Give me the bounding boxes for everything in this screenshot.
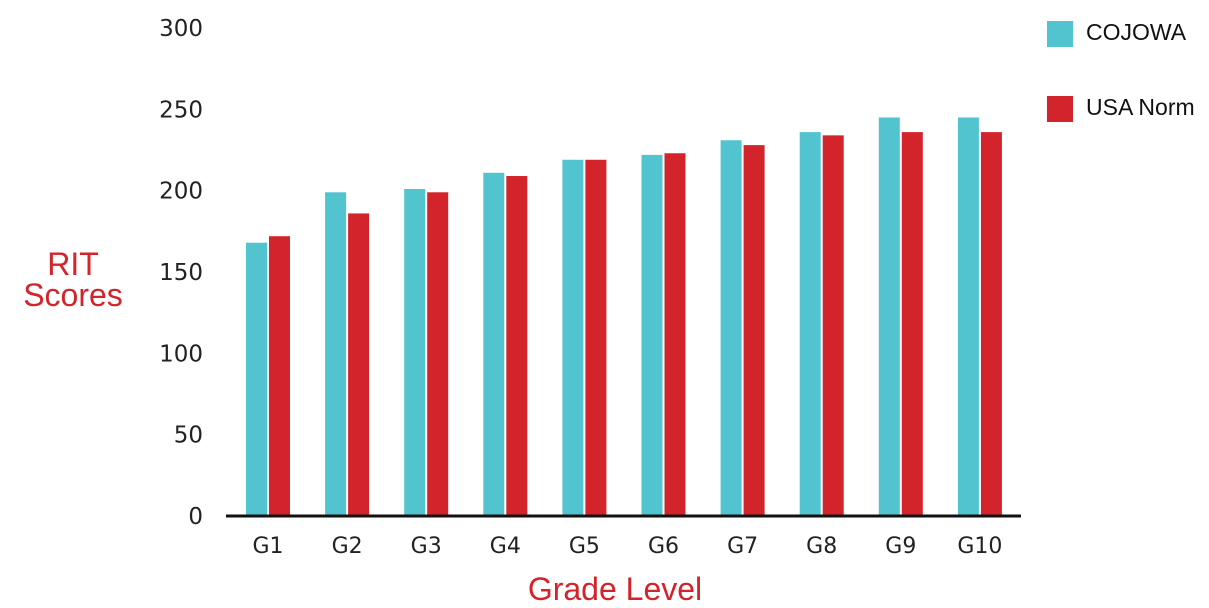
y-tick-label: 100	[159, 341, 203, 367]
x-tick-label: G3	[411, 534, 442, 559]
bar-usa-norm-g2	[348, 213, 370, 516]
y-tick-label: 300	[159, 16, 203, 42]
bar-cojowa-g3	[404, 189, 426, 517]
bar-cojowa-g7	[720, 140, 742, 517]
x-tick-label: G4	[490, 534, 521, 559]
y-axis-title-line-2: Scores	[23, 277, 123, 313]
bar-cojowa-g1	[246, 242, 267, 516]
x-tick-label: G5	[569, 534, 600, 559]
x-axis-title: Grade Level	[528, 571, 702, 607]
legend-swatch-usa-norm	[1047, 96, 1073, 122]
legend: COJOWA USA Norm	[1047, 19, 1195, 122]
y-tick-label: 150	[159, 260, 203, 286]
bar-usa-norm-g3	[427, 192, 449, 516]
y-axis-title-line-1: RIT	[47, 246, 99, 282]
legend-label-cojowa: COJOWA	[1086, 19, 1187, 45]
bar-usa-norm-g7	[743, 145, 765, 516]
x-tick-label: G9	[885, 534, 916, 559]
y-tick-label: 50	[174, 423, 203, 449]
bar-usa-norm-g6	[664, 153, 686, 516]
x-tick-label: G8	[806, 534, 837, 559]
bar-usa-norm-g9	[901, 132, 923, 516]
bar-cojowa-g10	[957, 117, 979, 516]
legend-swatch-cojowa	[1047, 21, 1073, 47]
y-tick-label: 200	[159, 179, 203, 205]
legend-label-usa-norm: USA Norm	[1086, 94, 1195, 120]
bar-cojowa-g5	[562, 159, 584, 516]
bar-usa-norm-g1	[269, 236, 290, 517]
x-tick-label: G1	[252, 534, 283, 559]
x-tick-label: G7	[727, 534, 758, 559]
bars	[246, 117, 1002, 517]
bar-cojowa-g4	[483, 172, 505, 517]
bar-usa-norm-g4	[506, 176, 528, 516]
y-tick-label: 0	[188, 504, 203, 530]
x-tick-label: G6	[648, 534, 679, 559]
x-tick-label: G10	[957, 534, 1002, 559]
x-axis-ticks: G1 G2 G3 G4 G5 G6 G7 G8 G9 G10	[252, 534, 1002, 559]
bar-usa-norm-g8	[822, 135, 844, 517]
y-tick-label: 250	[159, 97, 203, 123]
y-axis-ticks: 0 50 100 150 200 250 300	[159, 16, 203, 530]
bar-cojowa-g8	[799, 132, 821, 516]
bar-cojowa-g6	[641, 154, 663, 516]
bar-cojowa-g2	[325, 192, 347, 516]
bar-usa-norm-g10	[980, 132, 1002, 516]
x-tick-label: G2	[332, 534, 363, 559]
bar-usa-norm-g5	[585, 159, 607, 516]
bar-cojowa-g9	[878, 117, 900, 516]
